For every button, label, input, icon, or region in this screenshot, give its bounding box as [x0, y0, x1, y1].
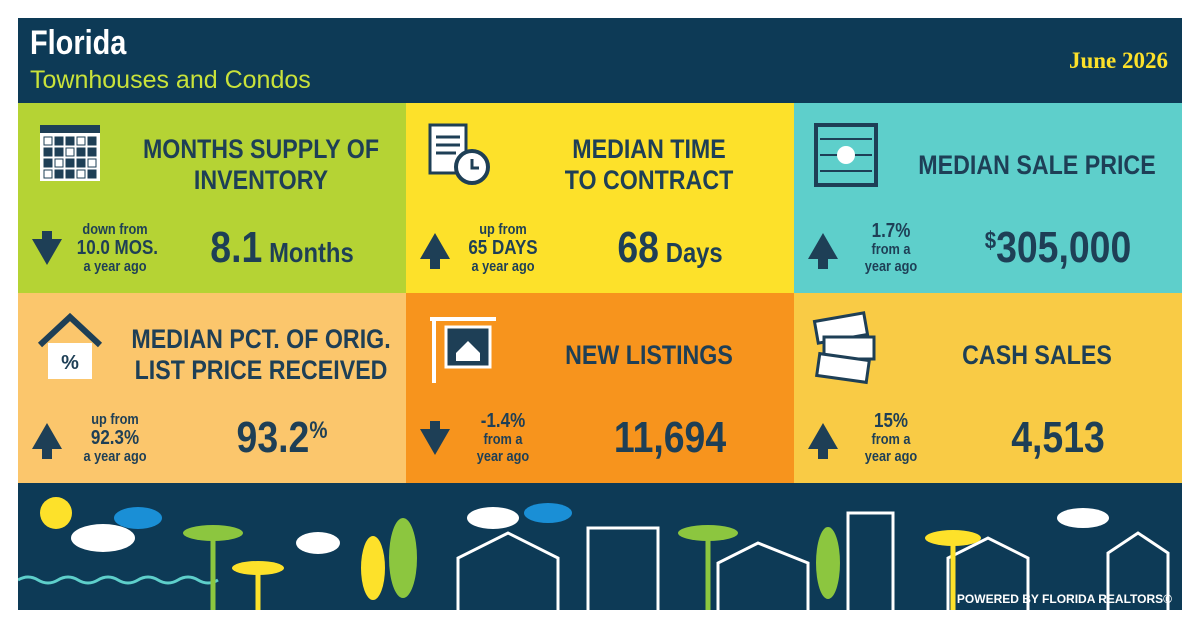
title-line: MONTHS SUPPLY OF	[142, 134, 380, 164]
value-number: 4,513	[1011, 413, 1105, 462]
tile: CASH SALES 15% from a year ago 4,513	[794, 293, 1182, 483]
value: 8.1 Months	[185, 223, 379, 279]
tile-title: MONTHS SUPPLY OF INVENTORY	[143, 115, 379, 215]
title-line: MEDIAN TIME	[572, 134, 726, 164]
change-line: year ago	[864, 448, 918, 465]
tile: MEDIAN SALE PRICE 1.7% from a year ago $305,…	[794, 103, 1182, 293]
tile: NEW LISTINGS -1.4% from a year ago 11,694	[406, 293, 794, 483]
title-line: MEDIAN SALE PRICE	[918, 149, 1156, 180]
value-number: 8.1	[210, 223, 263, 272]
credit: POWERED BY FLORIDA REALTORS®	[956, 592, 1172, 606]
tile-title: MEDIAN PCT. OF ORIG. LIST PRICE RECEIVED	[131, 305, 390, 405]
title-line: LIST PRICE RECEIVED	[134, 355, 388, 385]
change: 1.7% from a year ago	[853, 221, 930, 275]
value: 4,513	[961, 413, 1155, 469]
icon-art	[40, 125, 100, 181]
value: 11,694	[573, 413, 767, 469]
svg-text:%: %	[61, 352, 79, 374]
icon	[420, 307, 500, 392]
title-line: CASH SALES	[962, 339, 1112, 370]
icon: %	[32, 307, 112, 392]
value-number: 305,000	[996, 223, 1132, 272]
tile: MEDIAN TIME TO CONTRACT up from 65 DAYS a ye…	[406, 103, 794, 293]
arrow	[806, 421, 842, 466]
tile: MONTHS SUPPLY OF INVENTORY down from 10.0 M…	[18, 103, 406, 293]
arrow	[418, 231, 454, 276]
icon	[808, 307, 888, 392]
title-line: MEDIAN PCT. OF ORIG.	[131, 324, 391, 354]
icon-art	[814, 123, 878, 187]
arrow	[30, 231, 66, 276]
change-line: from a	[871, 431, 911, 448]
title-line: INVENTORY	[193, 165, 329, 195]
arrow-icon	[808, 233, 838, 269]
arrow	[806, 231, 842, 276]
arrow-icon	[32, 231, 62, 265]
change: up from 92.3% a year ago	[77, 411, 154, 465]
change-line: -1.4%	[480, 410, 526, 432]
icon	[32, 117, 112, 202]
icon-art	[430, 317, 496, 383]
value-unit: Months	[269, 237, 354, 268]
change-line: down from	[82, 221, 148, 238]
value-prefix: $	[984, 227, 997, 254]
value-suffix: %	[309, 417, 328, 444]
value-number: 93.2	[236, 413, 310, 462]
change-line: 1.7%	[871, 220, 911, 242]
icon-art	[428, 123, 490, 185]
title: Florida	[30, 24, 127, 62]
scenery	[18, 497, 1170, 610]
arrow-icon	[808, 423, 838, 459]
title-line: NEW LISTINGS	[565, 339, 733, 370]
arrow-icon	[420, 421, 450, 455]
arrow-icon	[32, 423, 62, 459]
change-line: 15%	[873, 410, 909, 432]
change-line: 65 DAYS	[468, 237, 538, 259]
tile: % MEDIAN PCT. OF ORIG. LIST PRICE RECEIVED…	[18, 293, 406, 483]
tile-title: CASH SALES	[923, 305, 1152, 405]
value-number: 11,694	[613, 413, 727, 462]
value: $305,000	[961, 223, 1155, 279]
value-number: 68	[617, 223, 659, 272]
icon-art	[812, 311, 876, 385]
date: June 2026	[1068, 48, 1168, 73]
icon	[420, 117, 500, 202]
subtitle: Townhouses and Condos	[30, 66, 311, 94]
change-line: 92.3%	[90, 427, 140, 449]
tile-title: MEDIAN TIME TO CONTRACT	[535, 115, 764, 215]
title-line: TO CONTRACT	[564, 165, 734, 195]
arrow	[418, 421, 454, 466]
change-line: 10.0 MOS.	[76, 237, 159, 259]
change-line: a year ago	[471, 258, 535, 275]
icon	[808, 117, 888, 202]
tile-title: NEW LISTINGS	[535, 305, 764, 405]
change: 15% from a year ago	[853, 411, 930, 465]
value: 68 Days	[573, 223, 767, 279]
arrow	[30, 421, 66, 466]
change: up from 65 DAYS a year ago	[465, 221, 542, 275]
infographic: Florida Townhouses and Condos June 2026 …	[18, 18, 1182, 610]
change: -1.4% from a year ago	[465, 411, 542, 465]
change-line: a year ago	[83, 448, 147, 465]
arrow-icon	[420, 233, 450, 269]
tile-title: MEDIAN SALE PRICE	[918, 115, 1155, 215]
change-line: up from	[91, 411, 139, 428]
change-line: from a	[483, 431, 523, 448]
change-line: year ago	[864, 258, 918, 275]
value-unit: Days	[665, 237, 723, 268]
icon-art: %	[37, 312, 103, 379]
change: down from 10.0 MOS. a year ago	[76, 221, 159, 275]
value: 93.2%	[185, 413, 379, 469]
change-line: year ago	[476, 448, 530, 465]
change-line: from a	[871, 241, 911, 258]
change-line: a year ago	[83, 258, 147, 275]
change-line: up from	[479, 221, 527, 238]
